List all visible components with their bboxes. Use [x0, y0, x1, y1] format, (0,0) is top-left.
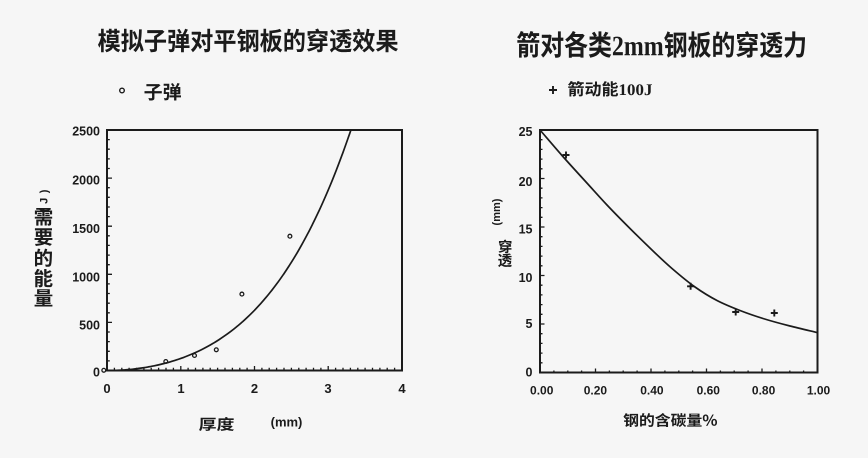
svg-text:1500: 1500 — [72, 222, 100, 236]
svg-text:15: 15 — [519, 223, 533, 237]
svg-text:4: 4 — [398, 381, 406, 396]
svg-text:10: 10 — [519, 271, 533, 285]
svg-text:25: 25 — [519, 125, 533, 139]
svg-text:0: 0 — [526, 366, 533, 380]
svg-text:2000: 2000 — [72, 173, 100, 187]
svg-text:20: 20 — [519, 175, 533, 189]
svg-text:0: 0 — [93, 366, 100, 380]
svg-text:0.40: 0.40 — [640, 384, 664, 398]
svg-text:1: 1 — [177, 381, 184, 396]
svg-text:3: 3 — [324, 381, 331, 396]
svg-text:1.00: 1.00 — [807, 384, 831, 398]
svg-text:500: 500 — [79, 319, 100, 333]
svg-text:0.00: 0.00 — [530, 384, 554, 398]
svg-text:1000: 1000 — [72, 270, 100, 284]
svg-text:0: 0 — [103, 381, 110, 396]
svg-text:0.60: 0.60 — [697, 384, 721, 398]
svg-text:5: 5 — [526, 317, 533, 331]
svg-text:(mm): (mm) — [491, 198, 503, 225]
svg-text:0.80: 0.80 — [752, 384, 776, 398]
svg-text:(J): (J) — [39, 185, 51, 212]
svg-text:2: 2 — [251, 381, 258, 396]
svg-text:(mm): (mm) — [271, 415, 303, 430]
svg-text:2500: 2500 — [72, 124, 100, 138]
svg-text:0.20: 0.20 — [584, 384, 608, 398]
